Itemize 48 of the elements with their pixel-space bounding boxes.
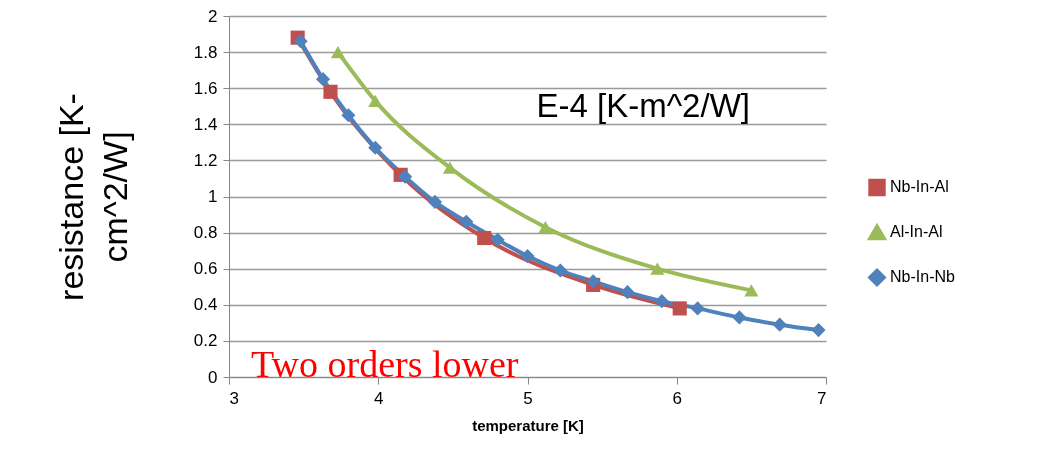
point <box>341 108 356 123</box>
legend-label: Nb-In-Nb <box>890 268 956 286</box>
y-tick-label: 1.4 <box>193 114 218 134</box>
point <box>553 263 568 278</box>
y-axis-title: resistance [K-cm^2/W] <box>51 93 134 301</box>
point <box>477 230 492 246</box>
x-tick-label: 3 <box>229 388 239 408</box>
point <box>368 140 383 155</box>
point <box>744 284 759 297</box>
x-tick-label: 5 <box>523 388 533 408</box>
point <box>293 34 308 49</box>
point <box>772 317 787 332</box>
point <box>672 301 687 316</box>
annotation: Two orders lower <box>251 343 519 385</box>
point <box>520 248 535 264</box>
point <box>732 310 747 325</box>
point <box>538 221 553 234</box>
y-tick-label: 1.2 <box>193 150 218 170</box>
y-tick-label: 1.6 <box>193 78 218 98</box>
y-tick-label: 1 <box>208 187 218 206</box>
point <box>398 169 413 184</box>
point <box>650 262 665 275</box>
point <box>811 323 826 338</box>
x-tick-label: 7 <box>817 388 827 408</box>
y-tick-label: 0.4 <box>193 295 218 315</box>
x-tick-label: 6 <box>672 388 682 408</box>
y-tick-label: 0.2 <box>193 331 218 351</box>
point <box>323 84 338 99</box>
y-tick-label: 2 <box>208 6 218 26</box>
point <box>315 72 331 87</box>
point <box>690 301 705 316</box>
point <box>490 232 505 247</box>
y-tick-label: 0 <box>208 367 218 387</box>
point <box>620 285 635 300</box>
point <box>368 94 383 107</box>
point <box>330 45 346 59</box>
point <box>442 161 457 174</box>
annotation: E-4 [K-m^2/W] <box>536 87 750 124</box>
point <box>654 294 669 309</box>
point <box>459 214 474 229</box>
x-axis-title: temperature [K] <box>472 416 584 434</box>
legend-label: Al-In-Al <box>890 223 943 241</box>
x-tick-label: 4 <box>374 388 384 408</box>
point <box>427 194 443 209</box>
y-tick-label: 1.8 <box>193 42 218 62</box>
y-tick-label: 0.6 <box>193 259 218 279</box>
legend-label: Nb-In-Al <box>890 178 949 196</box>
y-tick-label: 0.8 <box>193 223 218 243</box>
